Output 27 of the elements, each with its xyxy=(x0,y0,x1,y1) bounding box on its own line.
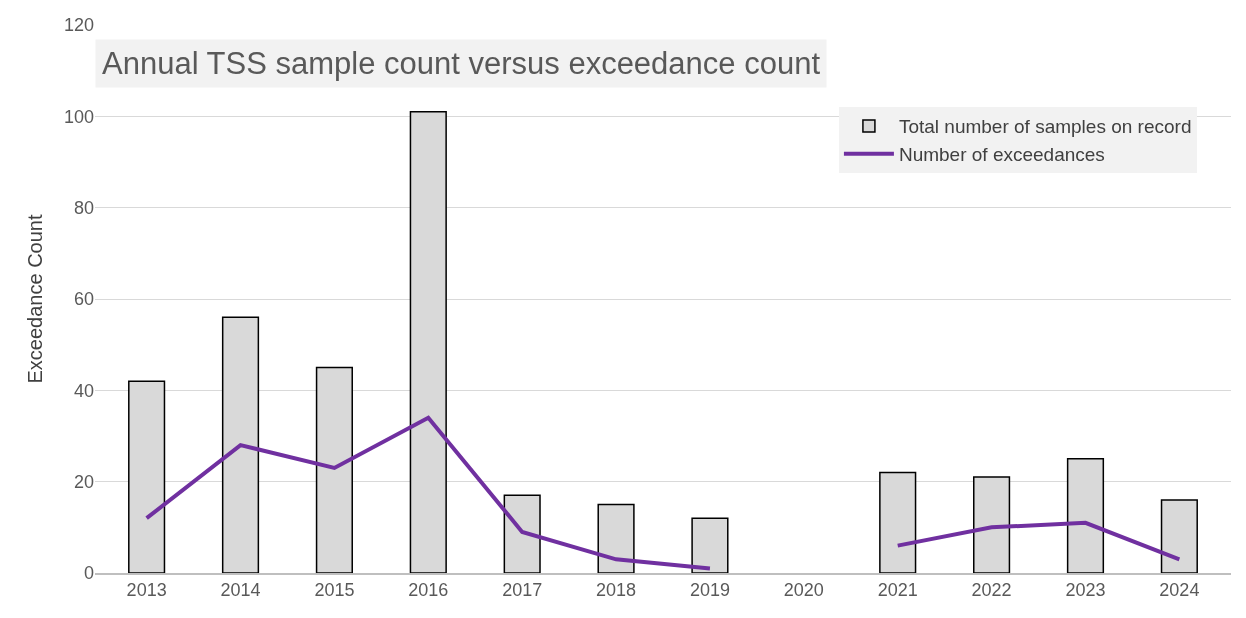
x-tick-label: 2016 xyxy=(408,580,449,601)
x-tick-label: 2017 xyxy=(502,580,543,601)
x-tick-label: 2022 xyxy=(971,580,1012,601)
x-tick-label: 2015 xyxy=(314,580,355,601)
legend-label: Total number of samples on record xyxy=(898,116,1192,138)
x-tick-label: 2020 xyxy=(783,580,824,601)
bar xyxy=(1160,499,1198,573)
x-tick-label: 2018 xyxy=(596,580,637,601)
x-tick-label: 2014 xyxy=(220,580,261,601)
text: Annual TSS sample count versus exceedance count xyxy=(102,46,821,81)
bar xyxy=(691,517,729,573)
y-tick-label: 20 xyxy=(73,471,94,492)
y-tick-label: 80 xyxy=(73,197,94,218)
legend-label: Number of exceedances xyxy=(898,144,1105,166)
y-tick-label: 0 xyxy=(83,563,94,584)
y-tick-label: 100 xyxy=(63,106,94,127)
x-tick-label: 2021 xyxy=(877,580,918,601)
y-tick-label: 120 xyxy=(63,15,94,36)
bar xyxy=(503,494,541,573)
y-tick-label: 40 xyxy=(73,380,94,401)
x-tick-label: 2023 xyxy=(1065,580,1106,601)
x-tick-label: 2019 xyxy=(689,580,730,601)
x-tick-label: 2024 xyxy=(1159,580,1200,601)
x-tick-label: 2013 xyxy=(126,580,167,601)
y-axis-title: Exceedance Count xyxy=(24,214,47,384)
bar xyxy=(597,503,635,573)
y-tick-label: 60 xyxy=(73,289,94,310)
